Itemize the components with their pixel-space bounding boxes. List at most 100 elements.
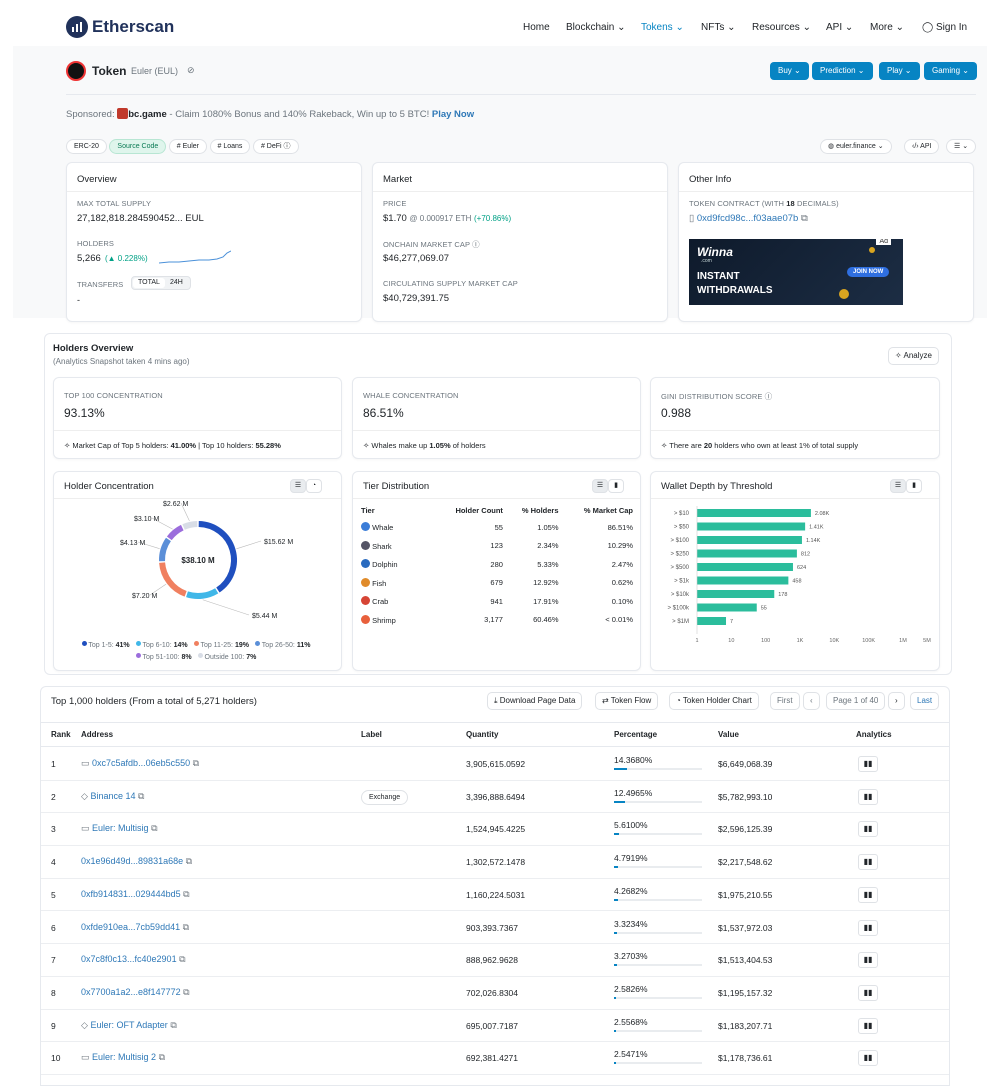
depth-bar[interactable]	[697, 603, 757, 612]
more-menu-button[interactable]: ☰ ⌄	[946, 139, 977, 154]
donut-slice[interactable]	[166, 524, 184, 541]
tag-erc20[interactable]: ERC-20	[66, 139, 107, 154]
legend-item[interactable]: Top 51-100: 8%	[135, 653, 192, 661]
copy-icon[interactable]: ⧉	[151, 823, 158, 834]
address-link[interactable]: 0x1e96d49d...89831a68e	[81, 856, 184, 867]
copy-icon[interactable]: ⧉	[182, 921, 190, 932]
nav-resources[interactable]: Resources ⌄	[752, 22, 811, 33]
donut-slice[interactable]	[182, 521, 198, 530]
list-view-icon[interactable]: ☰	[890, 479, 906, 493]
download-button[interactable]: ⤓ Download Page Data	[487, 692, 583, 710]
tab-24h[interactable]: 24H	[170, 279, 183, 286]
depth-bar[interactable]	[697, 563, 793, 571]
analytics-icon[interactable]: ▮▮	[858, 756, 878, 772]
first-page-button[interactable]: First	[770, 692, 800, 710]
prediction-button[interactable]: Prediction ⌄	[812, 62, 873, 80]
analytics-icon[interactable]: ▮▮	[858, 919, 878, 936]
bar-view-icon[interactable]: ▮	[906, 479, 922, 493]
copy-icon[interactable]: ⧉	[183, 986, 190, 997]
analytics-icon[interactable]: ▮▮	[858, 821, 878, 838]
legend-item[interactable]: Top 26-50: 11%	[254, 641, 310, 649]
address-link[interactable]: Euler: Multisig 2	[92, 1052, 157, 1063]
next-page-button[interactable]: ›	[888, 692, 905, 710]
tag-loans[interactable]: # Loans	[209, 139, 251, 154]
address-link[interactable]: 0x7c8f0c13...fc40e2901	[81, 954, 177, 965]
depth-bar[interactable]	[697, 617, 727, 625]
value-cell: $1,513,404.53	[718, 955, 773, 966]
analytics-icon[interactable]: ▮▮	[858, 886, 878, 903]
donut-slice[interactable]	[186, 588, 219, 599]
legend-item[interactable]: Top 11-25: 19%	[193, 641, 249, 649]
table-row: 5 0xfb914831...029444bd5 ⧉ 1,160,224.503…	[41, 879, 949, 912]
tag-source-code[interactable]: Source Code	[109, 139, 167, 154]
nav-api[interactable]: API ⌄	[826, 22, 854, 33]
prev-page-button[interactable]: ‹	[803, 692, 820, 710]
depth-bar[interactable]	[697, 522, 806, 531]
nav-more[interactable]: More ⌄	[870, 22, 904, 33]
donut-slice[interactable]	[198, 521, 237, 593]
legend-item[interactable]: Top 6-10: 14%	[135, 641, 188, 649]
tag-defi[interactable]: # DeFi ⓘ	[252, 139, 299, 154]
copy-icon[interactable]: ⧉	[183, 888, 190, 899]
list-view-icon[interactable]: ☰	[592, 479, 608, 493]
holder-chart-button[interactable]: ◔ Token Holder Chart	[669, 692, 759, 710]
play-now-link[interactable]: Play Now	[431, 109, 475, 120]
nav-nfts[interactable]: NFTs ⌄	[701, 22, 736, 33]
brand-logo[interactable]	[66, 16, 88, 38]
website-link[interactable]: ◍ euler.finance ⌄	[820, 139, 892, 154]
tab-total[interactable]: TOTAL	[133, 278, 165, 288]
donut-slice[interactable]	[159, 537, 172, 562]
last-page-button[interactable]: Last	[910, 692, 940, 710]
analytics-icon[interactable]: ▮▮	[858, 984, 878, 1001]
legend-item[interactable]: Top 1-5: 41%	[81, 641, 130, 649]
ad-join-button[interactable]: JOIN NOW	[847, 267, 890, 277]
bar-view-icon[interactable]: ▮	[608, 479, 624, 493]
legend-item[interactable]: Outside 100: 7%	[197, 653, 256, 661]
buy-button[interactable]: Buy ⌄	[770, 62, 809, 80]
nav-home[interactable]: Home	[523, 22, 550, 33]
analytics-icon[interactable]: ▮▮	[858, 1050, 878, 1067]
copy-icon[interactable]: ⧉	[179, 954, 186, 965]
analytics-icon[interactable]: ▮▮	[858, 854, 878, 871]
ad-banner[interactable]: Ad Winna .com INSTANT WITHDRAWALS JOIN N…	[689, 239, 903, 305]
api-link[interactable]: ‹/› API	[904, 139, 940, 154]
sign-in-link[interactable]: ◯ Sign In	[922, 22, 968, 33]
depth-tick-label: 1K	[797, 638, 804, 644]
copy-icon[interactable]: ⧉	[138, 790, 145, 801]
token-flow-button[interactable]: ⇄ Token Flow	[595, 692, 659, 710]
donut-slice[interactable]	[159, 562, 187, 597]
copy-icon[interactable]: ⧉	[800, 213, 808, 224]
nav-tokens[interactable]: Tokens ⌄	[641, 22, 684, 33]
depth-bar[interactable]	[697, 549, 797, 558]
depth-bar[interactable]	[697, 576, 789, 585]
depth-bar[interactable]	[697, 590, 775, 598]
address-link[interactable]: Euler: Multisig	[92, 823, 149, 834]
analytics-icon[interactable]: ▮▮	[858, 952, 878, 969]
copy-icon[interactable]: ⧉	[158, 1052, 166, 1063]
address-link[interactable]: Euler: OFT Adapter	[90, 1019, 168, 1030]
copy-icon[interactable]: ⧉	[170, 1019, 177, 1030]
wallet-icon: ◇	[81, 790, 88, 801]
depth-bar[interactable]	[697, 536, 802, 544]
address-link[interactable]: 0xfde910ea...7cb59dd41	[81, 921, 181, 932]
address-label-badge[interactable]: Exchange	[361, 789, 409, 805]
copy-icon[interactable]: ⧉	[192, 758, 200, 768]
tag-euler[interactable]: # Euler	[168, 139, 207, 154]
list-view-icon[interactable]: ☰	[290, 479, 306, 493]
nav-blockchain[interactable]: Blockchain ⌄	[566, 22, 626, 33]
brand-name[interactable]: Etherscan	[92, 17, 175, 36]
analyze-button[interactable]: ✧ Analyze	[888, 347, 939, 365]
analytics-icon[interactable]: ▮▮	[858, 1017, 878, 1034]
address-link[interactable]: 0xfb914831...029444bd5	[81, 888, 181, 899]
play-button[interactable]: Play ⌄	[879, 62, 920, 80]
address-link[interactable]: Binance 14	[90, 790, 136, 801]
gaming-button[interactable]: Gaming ⌄	[924, 62, 977, 80]
address-link[interactable]: 0x7700a1a2...e8f147772	[81, 986, 181, 997]
address-link[interactable]: 0xc7c5afdb...06eb5c550	[92, 758, 191, 768]
contract-address-link[interactable]: 0xd9fcd98c...f03aae07b	[696, 213, 799, 224]
tier-row: Crab 941 17.91% 0.10%	[361, 592, 633, 611]
pie-view-icon[interactable]: ◔	[306, 479, 322, 493]
analytics-icon[interactable]: ▮▮	[858, 788, 878, 805]
copy-icon[interactable]: ⧉	[185, 856, 193, 867]
depth-bar[interactable]	[697, 509, 811, 517]
